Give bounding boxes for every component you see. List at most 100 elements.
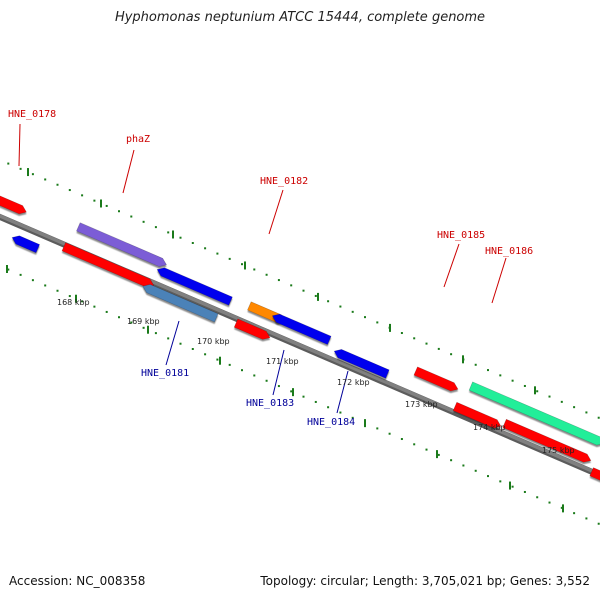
outer-minor-tick	[290, 284, 293, 287]
inner-minor-tick	[302, 395, 305, 398]
outer-minor-tick	[204, 247, 207, 250]
gene-label[interactable]: HNE_0185	[437, 230, 485, 241]
genome-summary-text: Topology: circular; Length: 3,705,021 bp…	[260, 574, 590, 588]
map-title: Hyphomonas neptunium ATCC 15444, complet…	[114, 10, 486, 25]
outer-minor-tick	[523, 384, 526, 387]
outer-minor-tick	[216, 252, 219, 255]
outer-minor-tick	[450, 353, 453, 356]
inner-minor-tick	[351, 416, 354, 419]
outer-minor-tick	[425, 342, 428, 345]
inner-minor-tick	[154, 332, 157, 335]
outer-minor-tick	[44, 178, 47, 181]
outer-minor-tick	[560, 400, 563, 403]
inner-minor-tick	[44, 284, 47, 287]
scale-label: 172 kbp	[337, 378, 370, 387]
scale-label: 170 kbp	[197, 337, 230, 346]
gene-label[interactable]: HNE_0182	[260, 176, 308, 187]
inner-minor-tick	[413, 443, 416, 446]
inner-minor-tick	[400, 438, 403, 441]
inner-minor-tick	[19, 273, 22, 276]
scale-label: 174 kbp	[473, 423, 506, 432]
cds-feature[interactable]	[452, 401, 502, 429]
accession-text: Accession: NC_008358	[9, 574, 146, 588]
outer-minor-tick	[142, 220, 145, 223]
inner-minor-tick	[93, 305, 96, 308]
inner-minor-tick	[536, 496, 539, 499]
leader-line	[18, 123, 21, 167]
outer-minor-tick	[351, 310, 354, 313]
outer-minor-tick	[228, 257, 231, 260]
inner-minor-tick	[474, 469, 477, 472]
inner-minor-tick	[573, 512, 576, 515]
cds-feature[interactable]	[271, 313, 332, 345]
cds-feature[interactable]	[589, 467, 600, 486]
inner-minor-tick	[560, 506, 563, 509]
outer-minor-tick	[277, 279, 280, 282]
inner-minor-tick	[425, 448, 428, 451]
gene-label[interactable]: HNE_0178	[8, 109, 56, 120]
inner-minor-tick	[118, 316, 120, 319]
gene-label[interactable]: HNE_0183	[246, 398, 294, 409]
cds-feature[interactable]	[0, 193, 27, 215]
leader-line	[122, 149, 135, 194]
inner-minor-tick	[314, 400, 317, 403]
outer-minor-tick	[487, 369, 489, 372]
outer-minor-tick	[413, 337, 416, 340]
cds-feature[interactable]	[333, 349, 390, 379]
outer-minor-tick	[81, 194, 84, 197]
gene-label[interactable]: HNE_0186	[485, 246, 533, 257]
cds-feature[interactable]	[11, 235, 40, 254]
outer-minor-tick	[511, 379, 514, 382]
outer-minor-tick	[400, 332, 403, 335]
cds-feature[interactable]	[233, 318, 271, 340]
inner-minor-tick	[56, 289, 59, 292]
inner-minor-tick	[179, 342, 182, 345]
outer-minor-tick	[536, 390, 539, 393]
leader-line	[443, 243, 460, 288]
inner-minor-tick	[450, 459, 453, 462]
outer-minor-tick	[597, 416, 600, 419]
leader-line	[272, 349, 285, 396]
cds-feature[interactable]	[76, 222, 167, 267]
cds-feature[interactable]	[156, 267, 233, 306]
inner-minor-tick	[597, 522, 600, 525]
inner-minor-tick	[388, 432, 391, 435]
cds-feature[interactable]	[142, 284, 219, 323]
cds-feature[interactable]	[468, 381, 600, 446]
inner-minor-tick	[142, 326, 145, 329]
inner-minor-tick	[228, 363, 231, 366]
outer-minor-tick	[31, 173, 34, 176]
outer-minor-tick	[93, 199, 96, 202]
feature-track	[0, 193, 600, 486]
inner-minor-tick	[105, 310, 108, 313]
outer-minor-tick	[265, 273, 268, 276]
gene-label[interactable]: phaZ	[126, 134, 150, 145]
leader-line	[268, 189, 284, 235]
inner-minor-tick	[437, 453, 440, 456]
scale-label: 171 kbp	[266, 357, 299, 366]
cds-feature[interactable]	[413, 366, 459, 392]
outer-minor-tick	[302, 289, 305, 292]
outer-minor-tick	[154, 226, 157, 229]
outer-minor-tick	[314, 294, 317, 297]
inner-tick-ring	[6, 265, 600, 525]
inner-minor-tick	[376, 427, 379, 430]
outer-minor-tick	[585, 411, 588, 414]
label-leader-lines	[18, 123, 507, 414]
scale-label: 168 kbp	[57, 298, 90, 307]
inner-minor-tick	[462, 464, 465, 467]
scale-label: 173 kbp	[405, 400, 438, 409]
gene-label[interactable]: HNE_0184	[307, 417, 355, 428]
gene-label[interactable]: HNE_0181	[141, 368, 189, 379]
outer-minor-tick	[376, 321, 379, 324]
inner-minor-tick	[204, 353, 207, 356]
outer-minor-tick	[191, 242, 194, 245]
inner-minor-tick	[7, 268, 10, 271]
cds-feature[interactable]	[502, 418, 592, 463]
outer-minor-tick	[130, 215, 133, 218]
outer-minor-tick	[437, 347, 440, 350]
inner-minor-tick	[253, 374, 256, 377]
scale-label: 175 kbp	[542, 446, 575, 455]
inner-minor-tick	[277, 385, 280, 388]
